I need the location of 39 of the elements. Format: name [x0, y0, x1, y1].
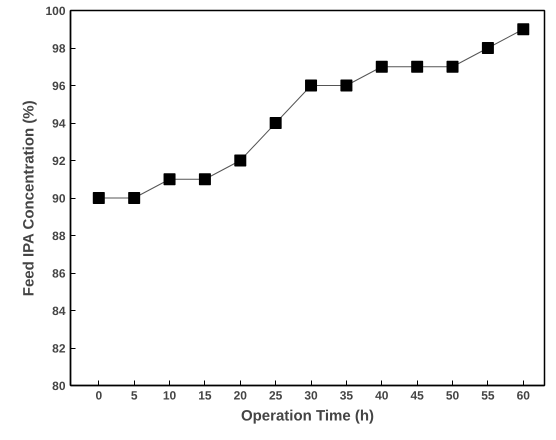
- point: [128, 192, 140, 204]
- y-tick-label: 90: [52, 192, 66, 206]
- y-tick-label: 82: [52, 342, 66, 356]
- x-tick-label: 0: [95, 388, 102, 402]
- x-tick-label: 45: [410, 388, 424, 402]
- y-tick-label: 80: [52, 379, 66, 393]
- x-tick-label: 20: [234, 388, 248, 402]
- x-tick-label: 35: [340, 388, 354, 402]
- x-tick-label: 15: [198, 388, 212, 402]
- y-tick-label: 98: [52, 42, 66, 56]
- point: [92, 192, 105, 204]
- point: [305, 80, 318, 92]
- point: [517, 23, 530, 36]
- x-tick-label: 30: [304, 388, 318, 402]
- y-tick-label: 92: [52, 154, 66, 168]
- x-tick-label: 40: [375, 388, 389, 402]
- point: [411, 60, 424, 73]
- x-tick-label: 50: [446, 388, 460, 402]
- point: [198, 173, 211, 186]
- y-tick-label: 94: [52, 116, 66, 130]
- y-tick-label: 96: [52, 79, 66, 93]
- y-tick-label: 88: [52, 229, 66, 243]
- point: [164, 173, 176, 186]
- point: [270, 117, 282, 129]
- point: [234, 154, 246, 166]
- point: [446, 60, 459, 73]
- x-tick-label: 5: [130, 388, 138, 402]
- point: [482, 42, 494, 54]
- x-tick-label: 25: [268, 388, 283, 402]
- x-tick-label: 10: [162, 388, 177, 402]
- y-tick-label: 86: [52, 266, 66, 280]
- x-tick-label: 55: [481, 388, 495, 402]
- x-tick-label: 60: [516, 388, 530, 402]
- y-tick-label: 84: [52, 304, 66, 318]
- point: [376, 60, 388, 73]
- point: [340, 80, 352, 92]
- y-tick-label: 100: [45, 4, 66, 18]
- x-axis-title: Operation Time (h): [240, 408, 374, 424]
- y-axis-title: Feed IPA Concentration (%): [20, 100, 38, 296]
